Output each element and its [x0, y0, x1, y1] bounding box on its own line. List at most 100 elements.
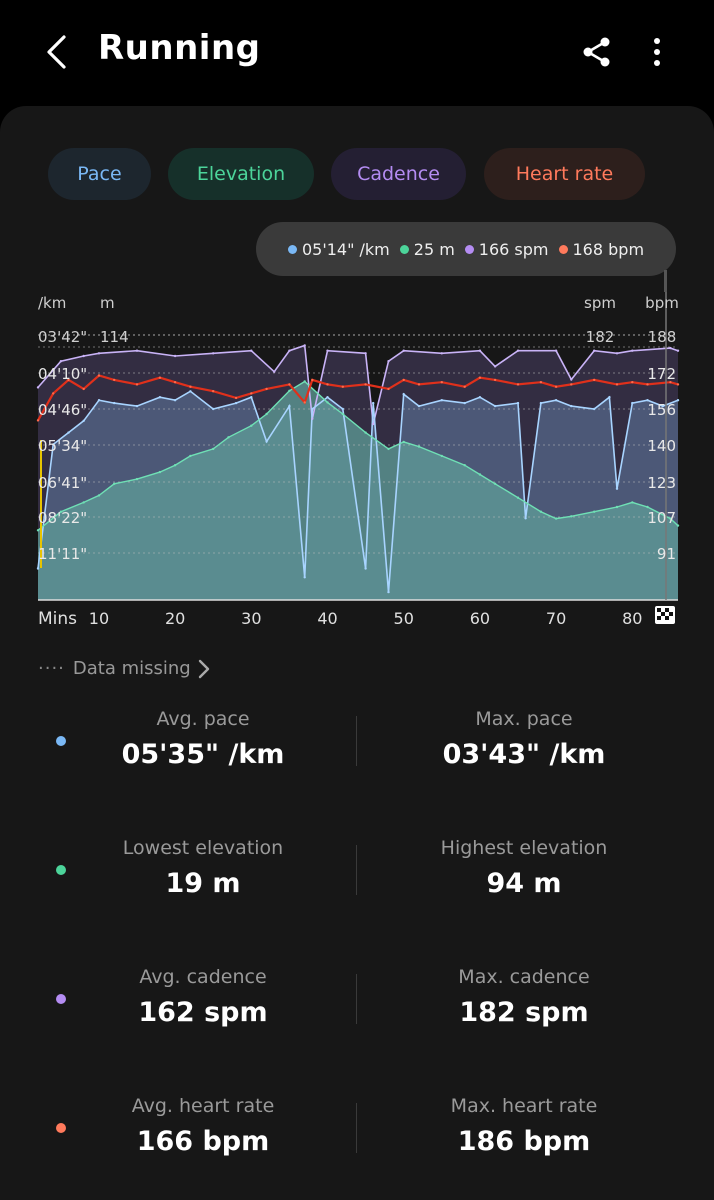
pace-tick-label: 04'46"	[38, 401, 87, 419]
x-tick-label: 50	[394, 609, 414, 628]
heart-rate-tick-label: 188	[648, 328, 677, 346]
elevation-point	[493, 482, 497, 485]
max-pace-value: 03'43" /km	[442, 739, 606, 770]
cadence-point	[676, 349, 680, 352]
pace-point	[303, 576, 306, 579]
tab-cadence[interactable]: Cadence	[331, 148, 466, 200]
chevron-right-icon	[198, 659, 209, 678]
heart-rate-point	[631, 381, 634, 384]
elevation-point	[189, 454, 192, 458]
elevation-point	[341, 412, 344, 416]
tooltip-elevation: 25 m	[413, 239, 455, 259]
x-tick-label: 60	[470, 609, 490, 628]
pace-point	[135, 404, 139, 408]
heart-rate-dot	[558, 244, 568, 254]
pace-tick-label: 08'22"	[38, 509, 87, 527]
heart-rate-point	[82, 387, 85, 391]
heart-rate-point	[387, 387, 390, 391]
cadence-point	[387, 360, 390, 363]
data-missing-link[interactable]: ···· Data missing	[38, 658, 211, 679]
pace-point	[608, 396, 611, 399]
pace-point	[539, 401, 543, 405]
pace-point	[516, 401, 520, 405]
x-tick-label: 30	[241, 609, 261, 628]
highest-elevation-value: 94 m	[486, 868, 562, 899]
cadence-point	[593, 349, 596, 352]
heart-rate-point	[311, 378, 314, 382]
heart-rate-point	[158, 376, 162, 379]
heart-rate-tick-label: 123	[647, 474, 676, 492]
pace-point	[250, 396, 253, 399]
pace-point	[661, 404, 664, 408]
heart-rate-unit-label: bpm	[645, 294, 679, 312]
stat-divider	[356, 845, 357, 895]
heart-rate-point	[554, 385, 558, 388]
max-cadence-label: Max. cadence	[458, 966, 590, 988]
cadence-point	[36, 386, 40, 389]
heart-rate-point	[570, 383, 573, 386]
cadence-point	[288, 349, 291, 352]
pace-point	[82, 419, 85, 422]
heart-rate-point	[189, 385, 192, 388]
tab-pace[interactable]: Pace	[48, 148, 151, 200]
tab-heart-rate[interactable]: Heart rate	[484, 148, 645, 200]
x-tick-label: 70	[546, 609, 566, 628]
pace-point	[646, 399, 649, 402]
pace-point	[493, 404, 497, 408]
more-options-button[interactable]	[642, 32, 672, 72]
back-button[interactable]	[36, 30, 76, 74]
x-axis-label: Mins	[38, 609, 77, 629]
elevation-point	[615, 505, 619, 509]
pace-point	[440, 399, 443, 402]
heart-rate-point	[113, 378, 116, 382]
tab-elevation-label: Elevation	[196, 163, 286, 185]
cadence-point	[554, 349, 558, 352]
heart-rate-point	[478, 376, 482, 379]
x-tick-label: 20	[165, 609, 185, 628]
pace-point	[631, 401, 634, 405]
dotted-line-icon: ····	[38, 658, 65, 679]
cadence-point	[493, 365, 497, 368]
pace-tick-label: 06'41"	[38, 474, 87, 492]
pace-tick-label: 11'11"	[38, 545, 87, 563]
pace-point	[173, 399, 177, 402]
heart-rate-point	[646, 383, 649, 386]
cadence-point	[516, 349, 520, 352]
tooltip-heart-rate: 168 bpm	[572, 239, 645, 259]
cadence-tick-label: 182	[586, 328, 615, 346]
pace-point	[311, 407, 314, 411]
data-missing-label: Data missing	[72, 658, 191, 679]
heart-rate-tick-label: 107	[647, 509, 676, 527]
pace-dot	[287, 244, 297, 254]
cadence-point	[402, 349, 405, 352]
heart-rate-tick-label: 140	[647, 437, 676, 455]
elevation-point	[402, 440, 405, 444]
cadence-point	[326, 349, 329, 352]
x-tick-label: 80	[622, 609, 642, 628]
pace-point	[326, 396, 329, 399]
cadence-point	[372, 422, 375, 426]
pace-point	[615, 487, 619, 490]
tab-pace-label: Pace	[77, 163, 122, 185]
heart-rate-point	[440, 381, 443, 384]
highest-elevation-label: Highest elevation	[440, 837, 608, 859]
elevation-dot	[399, 244, 409, 254]
heart-rate-point	[250, 392, 253, 395]
elevation-point	[212, 447, 215, 451]
max-heart-rate-label: Max. heart rate	[450, 1095, 598, 1117]
heart-rate-point	[669, 381, 672, 384]
cadence-point	[59, 360, 63, 363]
pace-point	[417, 404, 421, 408]
pace-point	[372, 401, 375, 405]
pace-point	[97, 399, 101, 402]
detail-card	[0, 106, 714, 1200]
share-button[interactable]	[578, 32, 616, 72]
running-chart[interactable]: /km m spm bpm 03'42" 114 182 188 04'10" 04'46" 05'…	[0, 290, 714, 635]
tab-elevation[interactable]: Elevation	[168, 148, 314, 200]
heart-rate-point	[288, 383, 291, 386]
pace-point	[593, 407, 596, 411]
heart-rate-point	[402, 378, 405, 382]
tooltip-cadence: 166 spm	[478, 239, 549, 259]
lowest-elevation-label: Lowest elevation	[122, 837, 284, 859]
pace-point	[265, 440, 268, 443]
